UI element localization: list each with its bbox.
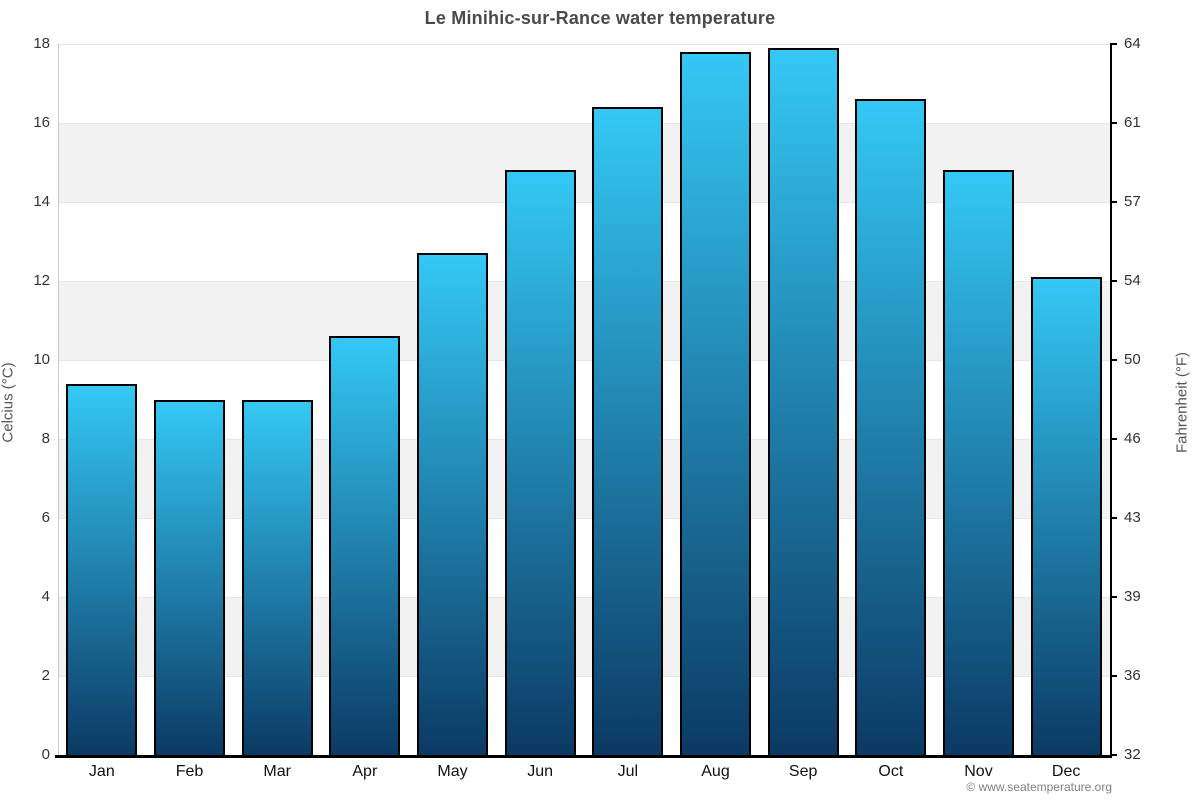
y-tickmark-right [1110,280,1117,282]
y-tickmark-right [1110,359,1117,361]
x-tick-aug: Aug [701,763,730,780]
temperature-bar-aug[interactable] [680,51,751,755]
temperature-bar-jul[interactable] [592,107,664,755]
y-tickmark-right [1110,201,1117,203]
x-tick-jan: Jan [88,763,115,780]
y-axis-title-fahrenheit: Fahrenheit (°F) [1173,351,1191,454]
temperature-bar-jan[interactable] [66,383,138,755]
x-tick-apr: Apr [352,763,378,780]
gridline [58,201,1110,203]
x-tick-sep: Sep [788,763,818,780]
copyright-credit: © www.seatemperature.org [966,780,1112,794]
y-tick-fahrenheit-64: 64 [1124,35,1141,52]
plot-band [58,597,1110,676]
plot-band [58,281,1110,360]
y-axis-title-celsius: Celcius (°C) [0,362,17,443]
y-tick-celsius-14: 14 [33,193,50,210]
y-tick-fahrenheit-54: 54 [1124,272,1141,289]
y-tick-celsius-2: 2 [41,667,50,684]
y-axis-line-right [1110,44,1112,758]
y-tick-fahrenheit-57: 57 [1124,193,1141,210]
y-tick-celsius-12: 12 [33,272,50,289]
temperature-bar-mar[interactable] [241,399,313,755]
gridline [58,359,1110,361]
gridline [58,438,1110,440]
y-tick-fahrenheit-36: 36 [1124,667,1141,684]
y-tick-celsius-10: 10 [33,351,50,368]
temperature-bar-sep[interactable] [767,47,839,755]
y-tickmark-right [1110,122,1117,124]
x-tick-oct: Oct [878,763,904,780]
x-tick-jul: Jul [617,763,639,780]
y-tickmark-right [1110,43,1117,45]
x-tick-feb: Feb [175,763,204,780]
y-tick-fahrenheit-50: 50 [1124,351,1141,368]
temperature-bar-may[interactable] [417,253,488,755]
y-tickmark-right [1110,517,1117,519]
plot-band [58,123,1110,202]
y-tickmark-right [1110,675,1117,677]
gridline [58,596,1110,598]
x-tick-mar: Mar [263,763,291,780]
temperature-bar-oct[interactable] [855,99,927,755]
gridline [58,280,1110,282]
temperature-bar-apr[interactable] [329,336,401,755]
y-tickmark-right [1110,754,1117,756]
y-tick-fahrenheit-32: 32 [1124,746,1141,763]
temperature-bar-feb[interactable] [154,399,225,755]
temperature-bar-jun[interactable] [504,170,576,755]
gridline [58,122,1110,124]
y-tick-fahrenheit-43: 43 [1124,509,1141,526]
plot-band [58,439,1110,518]
x-axis-line [55,755,1110,758]
y-axis-line-left [58,44,59,755]
x-tick-may: May [437,763,468,780]
y-tick-celsius-8: 8 [41,430,50,447]
y-tick-fahrenheit-61: 61 [1124,114,1141,131]
x-tick-nov: Nov [964,763,993,780]
y-tick-celsius-18: 18 [33,35,50,52]
chart-title: Le Minihic-sur-Rance water temperature [424,8,776,28]
gridline [58,675,1110,677]
y-tick-celsius-4: 4 [41,588,50,605]
y-tickmark-right [1110,438,1117,440]
gridline [58,43,1110,45]
temperature-bar-dec[interactable] [1030,277,1102,755]
x-tick-jun: Jun [527,763,554,780]
y-tick-celsius-6: 6 [41,509,50,526]
x-tick-dec: Dec [1051,763,1081,780]
temperature-bar-nov[interactable] [943,170,1014,755]
y-tick-celsius-16: 16 [33,114,50,131]
y-tick-celsius-0: 0 [41,746,50,763]
gridline [58,517,1110,519]
y-tick-fahrenheit-39: 39 [1124,588,1141,605]
y-tickmark-right [1110,596,1117,598]
y-tick-fahrenheit-46: 46 [1124,430,1141,447]
